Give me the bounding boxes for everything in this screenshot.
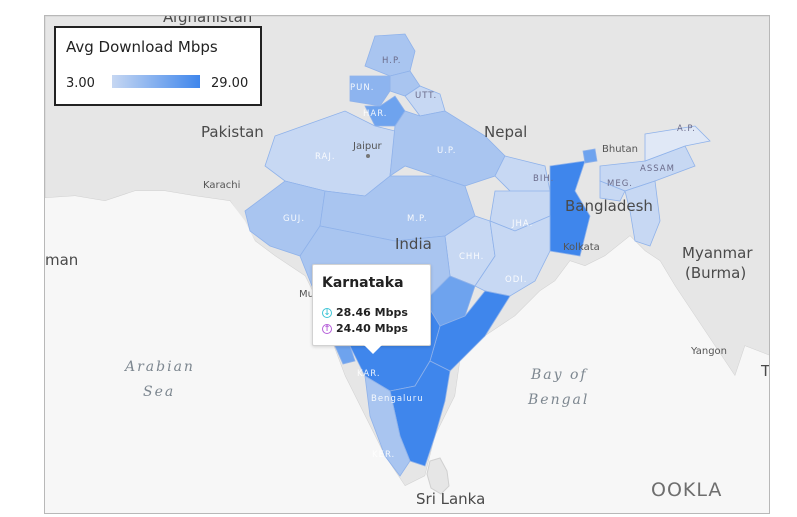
map-canvas[interactable]: Afghanistan Pakistan Nepal Bhutan Bangla… <box>44 15 770 514</box>
label-state-hp: H.P. <box>382 56 401 66</box>
label-kolkata: Kolkata <box>563 242 600 253</box>
label-bay-2: Bengal <box>527 392 589 408</box>
label-thailand-partial: T <box>760 362 770 380</box>
tooltip-region-name: Karnataka <box>322 275 404 291</box>
label-state-raj: RAJ. <box>315 152 336 162</box>
state-goa[interactable] <box>334 345 356 365</box>
tooltip-download-value: 28.46 Mbps <box>336 306 408 319</box>
label-state-up: U.P. <box>437 146 456 156</box>
label-state-ker: KER. <box>372 450 395 460</box>
label-state-utt: UTT. <box>415 91 437 101</box>
india-states[interactable] <box>244 33 711 477</box>
label-nepal: Nepal <box>484 123 527 141</box>
label-state-meg: MEG. <box>607 179 633 189</box>
label-state-guj: GUJ. <box>283 214 305 224</box>
tooltip-pointer <box>364 345 382 354</box>
tooltip-upload-row: ↑ 24.40 Mbps <box>322 322 408 335</box>
label-state-odi: ODI. <box>505 275 527 285</box>
state-meghalaya[interactable] <box>599 180 626 202</box>
label-mumbai-partial: Mu <box>299 289 314 300</box>
tooltip-upload-value: 24.40 Mbps <box>336 322 408 335</box>
arabian-sea <box>45 191 405 513</box>
state-sikkim[interactable] <box>582 148 598 164</box>
label-yangon: Yangon <box>690 346 727 357</box>
state-northeast-south[interactable] <box>624 180 661 247</box>
label-oman-partial: man <box>45 251 78 269</box>
download-arrow-icon: ↓ <box>322 307 332 318</box>
label-myanmar: Myanmar <box>682 244 753 262</box>
label-state-ap: A.P. <box>677 124 696 134</box>
ookla-logo: OOKLA <box>651 479 723 501</box>
label-afghanistan: Afghanistan <box>163 16 252 26</box>
label-bangladesh: Bangladesh <box>565 197 653 215</box>
map-svg[interactable]: Afghanistan Pakistan Nepal Bhutan Bangla… <box>45 16 770 514</box>
label-state-assam: ASSAM <box>640 164 675 174</box>
tooltip-download-row: ↓ 28.46 Mbps <box>322 306 408 319</box>
legend-title: Avg Download Mbps <box>66 38 218 56</box>
city-dot-jaipur <box>366 154 370 158</box>
state-odisha[interactable] <box>474 215 551 297</box>
legend-max-value: 29.00 <box>211 76 249 91</box>
legend-panel: Avg Download Mbps 3.00 29.00 <box>54 26 262 106</box>
label-bengaluru: Bengaluru <box>371 394 424 404</box>
state-kerala[interactable] <box>364 375 411 477</box>
bay-of-bengal <box>405 236 769 513</box>
label-state-jha: JHA. <box>511 219 533 229</box>
state-punjab[interactable] <box>349 75 391 107</box>
label-jaipur: Jaipur <box>352 141 383 152</box>
label-state-har: HAR. <box>363 109 388 119</box>
label-state-chh: CHH. <box>459 252 484 262</box>
sri-lanka-land <box>426 457 450 495</box>
label-pakistan: Pakistan <box>201 123 264 141</box>
label-sri-lanka: Sri Lanka <box>416 490 485 508</box>
label-burma: (Burma) <box>685 264 746 282</box>
label-state-bih: BIH. <box>533 174 554 184</box>
upload-arrow-icon: ↑ <box>322 323 332 334</box>
label-state-pun: PUN. <box>350 83 374 93</box>
state-uttarakhand[interactable] <box>404 85 446 117</box>
label-arabian-sea-2: Sea <box>143 384 175 400</box>
label-arabian-sea-1: Arabian <box>123 359 195 375</box>
state-west-bengal[interactable] <box>549 160 591 257</box>
label-state-mp: M.P. <box>407 214 428 224</box>
label-bhutan: Bhutan <box>602 144 638 155</box>
legend-min-value: 3.00 <box>66 76 95 91</box>
state-arunachal[interactable] <box>644 125 711 162</box>
label-state-kar: KAR. <box>357 369 381 379</box>
legend-gradient-bar <box>112 75 200 88</box>
label-bay-1: Bay of <box>530 367 588 383</box>
label-karachi: Karachi <box>203 180 240 191</box>
label-india: India <box>395 235 432 253</box>
region-tooltip: Karnataka ↓ 28.46 Mbps ↑ 24.40 Mbps <box>312 264 431 354</box>
